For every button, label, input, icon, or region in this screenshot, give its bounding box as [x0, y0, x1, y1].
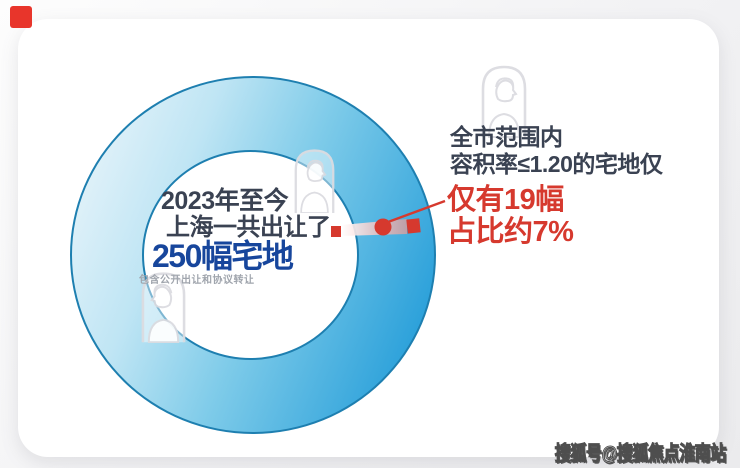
- person-watermark-icon: [141, 272, 186, 343]
- annotation-value1: 仅有19幅: [447, 184, 564, 216]
- donut-center-line2: 上海一共出让了: [166, 214, 331, 241]
- donut-center-line1: 2023年至今: [161, 187, 289, 215]
- donut-center-caption: 包含公开出让和协议转让: [139, 275, 255, 286]
- infographic-card: 2023年至今 上海一共出让了 250幅宅地 包含公开出让和协议转让 全市范围内…: [18, 19, 719, 457]
- annotation-line1: 全市范围内: [450, 124, 563, 150]
- sohu-watermark: 搜狐号@搜狐焦点淮南站: [554, 442, 726, 465]
- person-watermark-icon: [294, 149, 335, 213]
- annotation-value2: 占比约7%: [447, 216, 574, 248]
- annotation-line2: 容积率≤1.20的宅地仅: [450, 151, 663, 177]
- donut-hole: [142, 150, 359, 360]
- red-square-logo: [10, 6, 32, 28]
- person-watermark-icon: [481, 65, 527, 138]
- donut-center-value: 250幅宅地: [152, 238, 294, 274]
